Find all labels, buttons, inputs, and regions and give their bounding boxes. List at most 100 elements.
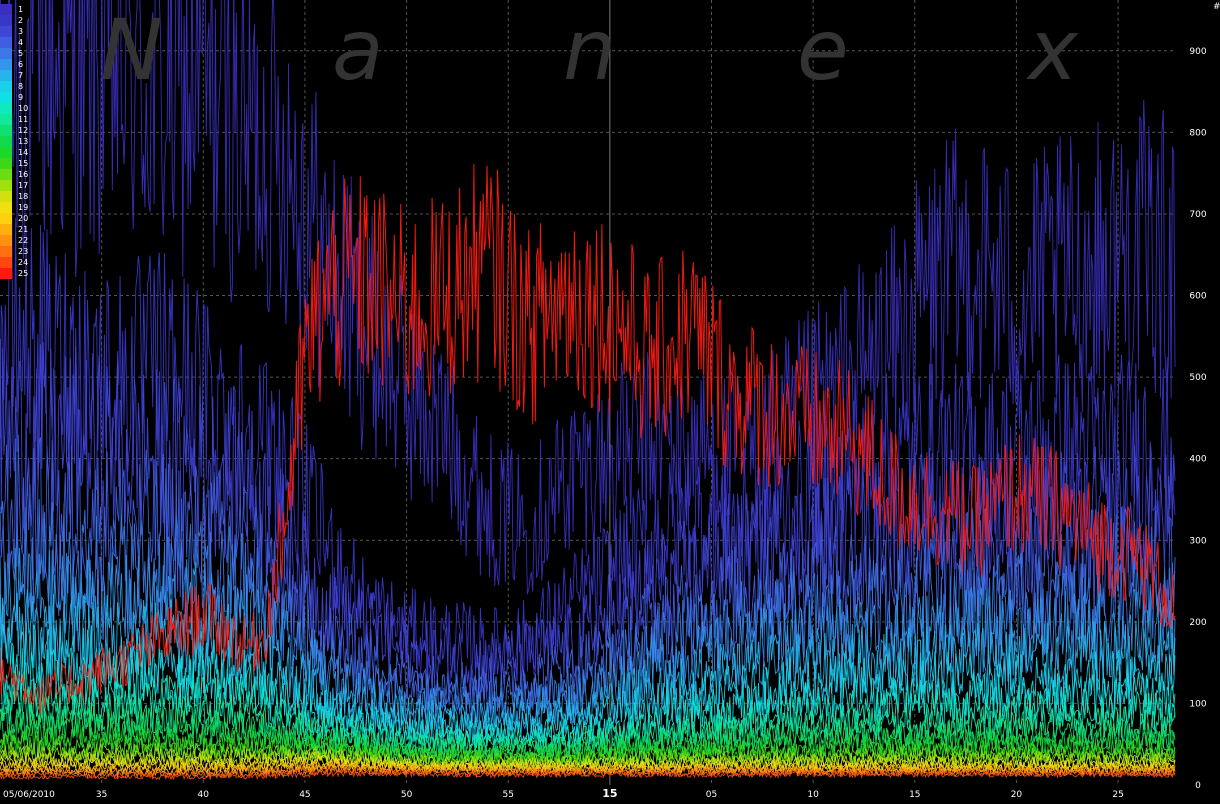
legend-swatch (0, 147, 12, 158)
x-tick-label: 45 (299, 790, 310, 800)
legend-swatch (0, 81, 12, 92)
x-tick-label: 25 (1112, 790, 1123, 800)
legend-label: 17 (18, 181, 29, 190)
legend-swatch (0, 37, 12, 48)
series-line-20 (0, 757, 1176, 775)
legend-swatch (0, 103, 12, 114)
series-line-5 (0, 499, 1176, 723)
legend-swatch (0, 191, 12, 202)
legend-item: 4 (0, 37, 30, 48)
y-tick-label: 400 (1189, 455, 1206, 465)
legend-label: 12 (18, 126, 29, 135)
legend-label: 13 (18, 137, 29, 146)
legend-label: 11 (18, 115, 29, 124)
legend-label: 18 (18, 192, 29, 201)
legend-item: 7 (0, 70, 30, 81)
y-tick-label: 500 (1189, 373, 1206, 383)
y-unit-label: # (1213, 2, 1220, 12)
legend-item: 3 (0, 26, 30, 37)
series-line-1 (0, 0, 1176, 595)
y-tick-label: 300 (1189, 536, 1206, 546)
legend-swatch (0, 48, 12, 59)
legend-label: 2 (18, 16, 24, 25)
legend-label: 22 (18, 236, 29, 245)
legend-item: 1 (0, 4, 30, 15)
legend-label: 25 (18, 269, 29, 278)
legend: 1 2 3 4 5 6 7 8 9 10 11 12 13 14 15 16 17 18 19 20 21 22 23 24 2… (0, 4, 30, 279)
legend-item: 12 (0, 125, 30, 136)
legend-label: 10 (18, 104, 29, 113)
legend-label: 9 (18, 93, 24, 102)
legend-item: 14 (0, 147, 30, 158)
legend-swatch (0, 4, 12, 15)
legend-swatch (0, 268, 12, 279)
x-tick-label: 55 (502, 790, 513, 800)
legend-label: 21 (18, 225, 29, 234)
legend-swatch (0, 158, 12, 169)
legend-swatch (0, 169, 12, 180)
legend-label: 4 (18, 38, 24, 47)
watermark-letter: n (563, 1, 617, 99)
legend-item: 16 (0, 169, 30, 180)
legend-item: 2 (0, 15, 30, 26)
series-line-19 (0, 754, 1176, 774)
legend-label: 15 (18, 159, 29, 168)
y-tick-label: 100 (1189, 699, 1206, 709)
series-line-18 (0, 750, 1176, 772)
legend-item: 10 (0, 103, 30, 114)
series-line-8 (0, 618, 1176, 745)
legend-label: 16 (18, 170, 29, 179)
series-line-25 (0, 163, 1176, 715)
legend-item: 9 (0, 92, 30, 103)
x-tick-label: 40 (198, 790, 210, 800)
series-line-10 (0, 670, 1176, 752)
legend-item: 13 (0, 136, 30, 147)
legend-item: 5 (0, 48, 30, 59)
x-tick-label: 15 (602, 787, 617, 800)
series-layer (0, 0, 1176, 781)
watermark-letter: N (100, 1, 163, 99)
legend-item: 24 (0, 257, 30, 268)
legend-label: 5 (18, 49, 24, 58)
y-tick-label: 0 (1195, 781, 1201, 791)
legend-label: 6 (18, 60, 24, 69)
legend-item: 25 (0, 268, 30, 279)
x-tick-label: 35 (96, 790, 107, 800)
series-line-24 (0, 768, 1176, 781)
legend-item: 15 (0, 158, 30, 169)
legend-item: 17 (0, 180, 30, 191)
y-tick-label: 800 (1189, 128, 1206, 138)
legend-swatch (0, 257, 12, 268)
legend-swatch (0, 246, 12, 257)
legend-item: 23 (0, 246, 30, 257)
legend-item: 19 (0, 202, 30, 213)
legend-label: 19 (18, 203, 29, 212)
legend-swatch (0, 202, 12, 213)
legend-swatch (0, 213, 12, 224)
legend-swatch (0, 224, 12, 235)
x-tick-label: 20 (1011, 790, 1023, 800)
x-tick-label: 10 (807, 790, 819, 800)
legend-swatch (0, 125, 12, 136)
y-tick-label: 600 (1189, 292, 1206, 302)
legend-item: 20 (0, 213, 30, 224)
watermark-letter: a (332, 1, 384, 99)
legend-swatch (0, 15, 12, 26)
series-line-2 (0, 212, 1176, 685)
legend-swatch (0, 26, 12, 37)
legend-swatch (0, 92, 12, 103)
y-tick-label: 200 (1189, 618, 1206, 628)
legend-item: 6 (0, 59, 30, 70)
series-line-11 (0, 688, 1176, 757)
legend-swatch (0, 114, 12, 125)
legend-label: 20 (18, 214, 29, 223)
watermark-letter: x (1028, 1, 1078, 99)
legend-item: 11 (0, 114, 30, 125)
x-tick-label: 05 (706, 790, 717, 800)
y-tick-label: 700 (1189, 210, 1206, 220)
x-tick-label: 50 (401, 790, 413, 800)
legend-label: 24 (18, 258, 29, 267)
